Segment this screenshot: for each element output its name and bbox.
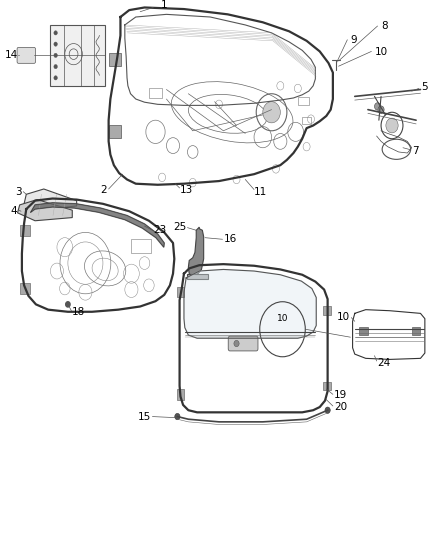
Circle shape xyxy=(263,102,280,123)
Bar xyxy=(131,239,151,253)
Text: 19: 19 xyxy=(334,390,347,400)
Text: 4: 4 xyxy=(11,206,18,216)
Circle shape xyxy=(66,302,70,307)
Text: 3: 3 xyxy=(15,187,22,197)
Circle shape xyxy=(54,76,57,80)
Bar xyxy=(323,382,331,390)
Text: 10: 10 xyxy=(277,314,288,323)
Circle shape xyxy=(54,31,57,35)
Circle shape xyxy=(54,42,57,46)
Bar xyxy=(359,327,368,335)
Polygon shape xyxy=(184,270,316,338)
Circle shape xyxy=(175,414,180,420)
Text: 1: 1 xyxy=(161,1,168,10)
Polygon shape xyxy=(50,25,105,86)
Text: 10: 10 xyxy=(374,47,388,58)
Text: 13: 13 xyxy=(180,185,193,195)
Text: 2: 2 xyxy=(101,185,107,195)
Circle shape xyxy=(54,64,57,69)
Circle shape xyxy=(386,118,398,133)
Text: 24: 24 xyxy=(378,358,391,368)
Bar xyxy=(177,389,184,400)
Text: 7: 7 xyxy=(412,146,418,156)
Bar xyxy=(302,117,311,124)
Circle shape xyxy=(234,341,239,346)
Text: 11: 11 xyxy=(254,187,267,197)
Bar xyxy=(177,287,184,297)
Text: 25: 25 xyxy=(173,222,186,232)
Text: 20: 20 xyxy=(334,402,347,412)
Text: 9: 9 xyxy=(350,35,357,45)
Text: 15: 15 xyxy=(138,411,151,422)
Bar xyxy=(323,306,331,315)
Text: 10: 10 xyxy=(337,312,350,322)
Polygon shape xyxy=(188,227,204,276)
Text: 8: 8 xyxy=(381,21,388,31)
Bar xyxy=(109,53,121,66)
Polygon shape xyxy=(31,203,164,247)
Text: 23: 23 xyxy=(153,225,166,235)
Bar xyxy=(412,327,420,335)
Bar xyxy=(109,125,121,138)
Circle shape xyxy=(374,103,381,110)
Bar xyxy=(298,97,309,106)
Circle shape xyxy=(325,407,330,414)
Bar xyxy=(20,225,30,236)
FancyBboxPatch shape xyxy=(17,47,35,63)
Text: 14: 14 xyxy=(4,51,18,60)
FancyBboxPatch shape xyxy=(228,336,258,351)
Text: 18: 18 xyxy=(72,307,85,317)
Text: 16: 16 xyxy=(223,235,237,244)
Circle shape xyxy=(378,106,384,114)
Bar xyxy=(149,88,162,98)
Text: 5: 5 xyxy=(421,83,428,92)
Bar xyxy=(20,283,30,294)
Polygon shape xyxy=(18,199,72,221)
Circle shape xyxy=(54,53,57,58)
Polygon shape xyxy=(24,189,77,210)
Polygon shape xyxy=(187,273,208,279)
